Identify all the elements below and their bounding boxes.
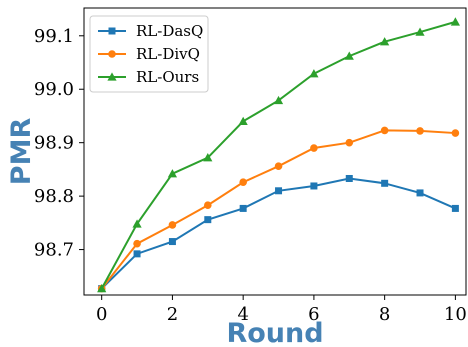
data-point-rl-ours <box>97 283 107 293</box>
data-point-rl-ours <box>238 116 248 125</box>
data-point-rl-dasq <box>381 179 389 187</box>
data-point-rl-ours <box>167 169 178 178</box>
data-point-rl-divq <box>274 162 283 170</box>
data-point-rl-dasq <box>239 204 247 212</box>
x-axis-title: Round <box>226 318 323 347</box>
data-point-rl-ours <box>450 17 460 26</box>
data-point-rl-divq <box>416 127 424 135</box>
legend-marker-rl-divq <box>108 50 116 58</box>
axes: 0 2 4 6 8 10 98.7 98.8 98.9 99.0 99.1 <box>34 7 467 325</box>
legend-item-rl-ours: RL-Ours <box>98 68 199 86</box>
x-tick-label: 0 <box>96 304 107 325</box>
legend-marker-rl-dasq <box>108 27 116 35</box>
y-tick-label: 98.9 <box>34 133 74 154</box>
data-point-rl-dasq <box>168 238 176 246</box>
data-point-rl-divq <box>380 126 389 135</box>
y-axis-title: PMR <box>6 118 37 186</box>
series-line-rl-divq <box>100 129 456 290</box>
data-point-rl-dasq <box>204 216 212 224</box>
legend-item-rl-divq: RL-DivQ <box>98 45 200 63</box>
data-point-rl-divq <box>451 129 460 137</box>
data-point-rl-divq <box>310 144 318 152</box>
data-point-rl-dasq <box>345 174 353 182</box>
legend-label-rl-divq: RL-DivQ <box>136 45 200 63</box>
legend-box <box>89 15 209 93</box>
x-tick-label: 8 <box>379 304 390 325</box>
series-rl-ours <box>97 17 460 293</box>
data-point-rl-dasq <box>416 189 424 197</box>
y-tick-label: 99.1 <box>34 26 74 47</box>
data-point-rl-ours <box>415 27 425 36</box>
data-point-rl-dasq <box>451 204 459 212</box>
data-point-rl-divq <box>345 138 354 147</box>
y-tick-label: 98.8 <box>34 186 74 207</box>
data-point-rl-dasq <box>275 187 283 195</box>
series-rl-dasq <box>98 174 459 293</box>
data-point-rl-divq <box>203 201 212 210</box>
legend-label-rl-ours: RL-Ours <box>136 68 199 86</box>
legend-item-rl-dasq: RL-DasQ <box>98 22 203 40</box>
data-point-rl-ours <box>273 95 284 105</box>
x-tick-label: 6 <box>308 304 319 325</box>
legend-label-rl-dasq: RL-DasQ <box>136 22 203 40</box>
x-tick-label: 10 <box>444 304 467 325</box>
plot-frame <box>83 7 467 296</box>
data-point-rl-ours <box>203 153 213 162</box>
data-point-rl-ours <box>309 69 319 78</box>
data-point-rl-ours <box>132 219 142 228</box>
data-point-rl-divq <box>239 178 247 187</box>
data-point-rl-ours <box>344 51 354 60</box>
legend-marker-rl-ours <box>107 72 117 81</box>
data-point-rl-divq <box>133 239 141 248</box>
x-tick-label: 2 <box>167 304 178 325</box>
data-point-rl-ours <box>380 37 390 46</box>
data-point-rl-dasq <box>133 250 141 258</box>
series-rl-divq <box>97 126 460 293</box>
y-tick-label: 99.0 <box>34 79 74 100</box>
x-tick-label: 4 <box>237 304 248 325</box>
data-point-rl-divq <box>168 221 177 229</box>
plot-marks <box>97 17 460 293</box>
y-tick-label: 98.7 <box>34 240 74 261</box>
data-point-rl-dasq <box>310 182 318 190</box>
legend: RL-DasQ RL-DivQ RL-Ours <box>89 15 209 93</box>
